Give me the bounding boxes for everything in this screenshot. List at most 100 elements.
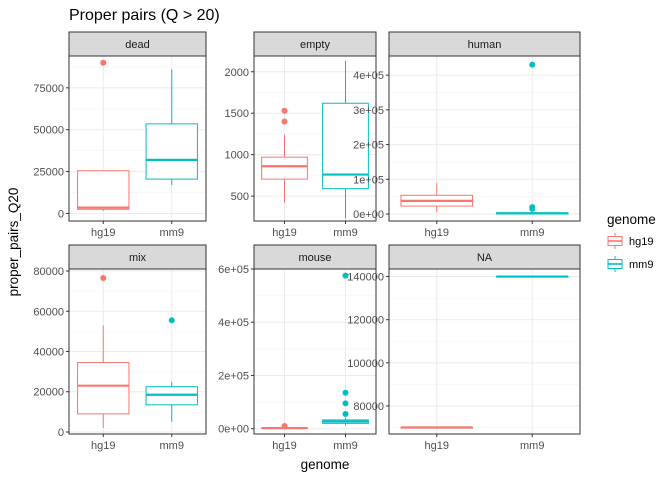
y-tick-label: 80000	[33, 266, 64, 278]
x-tick-label: hg19	[425, 440, 449, 452]
outlier-point	[342, 272, 349, 279]
facet-panels: dead 0 25000 50000 75000 hg19 mm9 empty 500 1000 1…	[33, 31, 581, 452]
facet-panel: mix 0 20000 40000 60000 80000 hg19 mm9	[33, 244, 207, 452]
facet-strip	[253, 244, 377, 270]
outlier-point	[529, 204, 536, 211]
y-tick-label: 1500	[225, 108, 249, 120]
outlier-point	[342, 400, 349, 407]
box-mm9	[145, 317, 198, 422]
y-tick-label: 140000	[347, 272, 384, 284]
box-mm9	[322, 272, 369, 426]
x-tick-label: mm9	[333, 440, 357, 452]
facet-strip	[388, 244, 581, 270]
y-tick-label: 25000	[33, 167, 64, 179]
panel-border	[253, 268, 377, 435]
x-axis-title: genome	[301, 457, 350, 472]
y-tick-label: 4e+05	[353, 70, 384, 82]
y-tick-label: 75000	[33, 83, 64, 95]
legend-item-mm9: mm9	[606, 255, 653, 273]
x-tick-label: mm9	[160, 440, 184, 452]
y-tick-label: 2e+05	[218, 370, 249, 382]
outlier-point	[281, 118, 288, 125]
panel-background	[389, 56, 580, 221]
x-tick-label: hg19	[272, 440, 296, 452]
outlier-point	[100, 275, 107, 282]
box-iqr	[145, 123, 198, 180]
chart-title: Proper pairs (Q > 20)	[69, 7, 220, 24]
panel-border	[68, 55, 207, 222]
outlier-point	[342, 389, 349, 396]
facet-strip-label: human	[468, 39, 502, 51]
facet-panel: human 0e+00 1e+05 2e+05 3e+05 4e+05 hg19 mm9	[353, 31, 581, 239]
box-iqr	[261, 156, 308, 180]
box-hg19	[77, 59, 130, 211]
y-tick-label: 40000	[33, 347, 64, 359]
legend-items: hg19 mm9	[606, 232, 653, 273]
box-hg19	[261, 107, 308, 203]
panel-background	[389, 269, 580, 434]
y-tick-label: 0	[58, 208, 64, 220]
legend: genome hg19 mm9	[606, 212, 656, 273]
box-hg19	[261, 423, 308, 430]
facet-panel: mouse 0e+00 2e+05 4e+05 6e+05 hg19 mm9	[218, 244, 377, 452]
y-tick-label: 4e+05	[218, 317, 249, 329]
facet-panel: dead 0 25000 50000 75000 hg19 mm9	[33, 31, 207, 239]
panel-border	[253, 55, 377, 222]
box-iqr	[77, 362, 130, 415]
facet-strip-label: empty	[300, 39, 330, 51]
y-tick-label: 20000	[33, 387, 64, 399]
panel-border	[388, 268, 581, 435]
facet-strip	[68, 31, 207, 57]
y-tick-label: 0	[58, 427, 64, 439]
legend-item-hg19: hg19	[606, 232, 653, 250]
y-tick-label: 1e+05	[353, 174, 384, 186]
x-tick-label: mm9	[520, 440, 544, 452]
y-axis-title: proper_pairs_Q20	[6, 188, 21, 297]
legend-label: mm9	[629, 259, 653, 271]
x-tick-label: hg19	[91, 227, 115, 239]
legend-label: hg19	[629, 236, 653, 248]
facet-panel: empty 500 1000 1500 2000 hg19 mm9	[225, 31, 377, 239]
box-hg19	[400, 182, 474, 213]
outlier-point	[342, 411, 349, 418]
box-mm9	[145, 69, 198, 185]
y-tick-label: 80000	[353, 401, 384, 413]
outlier-point	[281, 107, 288, 114]
facet-strip	[68, 244, 207, 270]
facet-strip	[388, 31, 581, 57]
facet-panel: NA 80000 100000 120000 140000 hg19 mm9	[347, 244, 581, 452]
y-tick-label: 3e+05	[353, 105, 384, 117]
outlier-point	[529, 61, 536, 68]
x-tick-label: hg19	[91, 440, 115, 452]
x-tick-label: mm9	[520, 227, 544, 239]
y-tick-label: 0e+00	[353, 209, 384, 221]
facet-strip-label: dead	[125, 39, 149, 51]
x-tick-label: mm9	[160, 227, 184, 239]
y-tick-label: 100000	[347, 358, 384, 370]
box-hg19	[400, 426, 474, 429]
x-tick-label: hg19	[425, 227, 449, 239]
y-tick-label: 0e+00	[218, 424, 249, 436]
outlier-point	[281, 423, 288, 430]
box-mm9	[495, 61, 569, 215]
y-tick-label: 60000	[33, 306, 64, 318]
box-mm9	[322, 60, 369, 219]
y-tick-label: 500	[231, 191, 249, 203]
box-hg19	[77, 275, 130, 428]
facet-strip-label: mix	[129, 252, 147, 264]
y-tick-label: 6e+05	[218, 264, 249, 276]
legend-title: genome	[607, 212, 656, 227]
outlier-point	[168, 317, 175, 324]
facet-strip-label: NA	[477, 252, 493, 264]
y-tick-label: 1000	[225, 150, 249, 162]
y-tick-label: 2e+05	[353, 140, 384, 152]
panel-background	[254, 269, 376, 434]
outlier-point	[100, 59, 107, 66]
facet-strip-label: mouse	[298, 252, 331, 264]
y-tick-label: 50000	[33, 125, 64, 137]
y-tick-label: 2000	[225, 67, 249, 79]
box-mm9	[495, 275, 569, 278]
x-tick-label: hg19	[272, 227, 296, 239]
y-tick-label: 120000	[347, 315, 384, 327]
